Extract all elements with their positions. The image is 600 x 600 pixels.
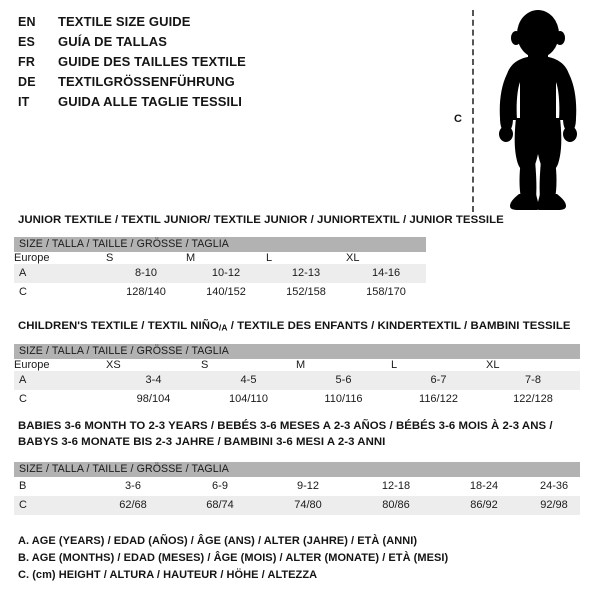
junior-a-s: 8-10 (106, 264, 186, 283)
children-col-xs: XS (106, 359, 201, 371)
language-row-en: EN TEXTILE SIZE GUIDE (18, 14, 438, 34)
children-row-label-c: C (14, 390, 106, 409)
table-row: A 8-10 10-12 12-13 14-16 (14, 264, 427, 283)
children-col-xl: XL (486, 359, 581, 371)
legend-line-a: A. AGE (YEARS) / EDAD (AÑOS) / ÂGE (ANS)… (18, 535, 418, 547)
junior-c-s: 128/140 (106, 283, 186, 302)
junior-c-m: 140/152 (186, 283, 266, 302)
size-illustration: C (440, 8, 590, 213)
measurement-legend: A. AGE (YEARS) / EDAD (AÑOS) / ÂGE (ANS)… (18, 533, 538, 584)
babies-b-9-12: 9-12 (264, 477, 352, 496)
babies-section-heading: BABIES 3-6 MONTH TO 2-3 YEARS / BEBÉS 3-… (18, 420, 553, 448)
babies-c-18-24: 86/92 (440, 496, 528, 515)
children-c-l: 116/122 (391, 390, 486, 409)
language-row-fr: FR GUIDE DES TAILLES TEXTILE (18, 54, 438, 74)
table-row: B 3-6 6-9 9-12 12-18 18-24 24-36 (14, 477, 581, 496)
children-section-heading: CHILDREN'S TEXTILE / TEXTIL NIÑO/A / TEX… (18, 320, 571, 333)
junior-bar-label: SIZE / TALLA / TAILLE / GRÖSSE / TAGLIA (14, 237, 427, 252)
babies-row-label-b: B (14, 477, 90, 496)
babies-c-3-6: 62/68 (90, 496, 176, 515)
language-title: TEXTILGRÖSSENFÜHRUNG (58, 74, 235, 89)
legend-line-c: C. (cm) HEIGHT / ALTURA / HAUTEUR / HÖHE… (18, 569, 318, 581)
babies-b-3-6: 3-6 (90, 477, 176, 496)
toddler-silhouette-icon (499, 10, 577, 210)
children-c-m: 110/116 (296, 390, 391, 409)
junior-size-table: SIZE / TALLA / TAILLE / GRÖSSE / TAGLIA … (14, 237, 427, 302)
junior-col-xl: XL (346, 252, 427, 264)
language-title: GUIDA ALLE TAGLIE TESSILI (58, 94, 243, 109)
language-code: FR (18, 55, 36, 69)
junior-a-m: 10-12 (186, 264, 266, 283)
language-title-block: EN TEXTILE SIZE GUIDE ES GUÍA DE TALLAS … (18, 14, 438, 114)
babies-b-24-36: 24-36 (528, 477, 581, 496)
children-c-s: 104/110 (201, 390, 296, 409)
junior-column-header-row: Europe S M L XL (14, 252, 427, 264)
children-col-s: S (201, 359, 296, 371)
babies-c-12-18: 80/86 (352, 496, 440, 515)
junior-row-label-a: A (14, 264, 106, 283)
children-size-table: SIZE / TALLA / TAILLE / GRÖSSE / TAGLIA … (14, 344, 581, 409)
children-heading-post: / TEXTILE DES ENFANTS / KINDERTEXTIL / B… (227, 320, 571, 332)
babies-row-label-c: C (14, 496, 90, 515)
language-row-de: DE TEXTILGRÖSSENFÜHRUNG (18, 74, 438, 94)
babies-heading-line2: BABYS 3-6 MONATE BIS 2-3 JAHRE / BAMBINI… (18, 436, 386, 448)
babies-size-table: SIZE / TALLA / TAILLE / GRÖSSE / TAGLIA … (14, 462, 581, 515)
table-row: C 62/68 68/74 74/80 80/86 86/92 92/98 (14, 496, 581, 515)
language-title: GUIDE DES TAILLES TEXTILE (58, 54, 246, 69)
babies-c-6-9: 68/74 (176, 496, 264, 515)
language-code: IT (18, 95, 30, 109)
children-c-xs: 98/104 (106, 390, 201, 409)
babies-c-9-12: 74/80 (264, 496, 352, 515)
children-a-l: 6-7 (391, 371, 486, 390)
junior-row-label-c: C (14, 283, 106, 302)
table-row: C 128/140 140/152 152/158 158/170 (14, 283, 427, 302)
junior-a-l: 12-13 (266, 264, 346, 283)
children-c-xl: 122/128 (486, 390, 581, 409)
children-a-xl: 7-8 (486, 371, 581, 390)
children-a-xs: 3-4 (106, 371, 201, 390)
babies-table-bar: SIZE / TALLA / TAILLE / GRÖSSE / TAGLIA (14, 462, 581, 477)
babies-heading-line1: BABIES 3-6 MONTH TO 2-3 YEARS / BEBÉS 3-… (18, 420, 553, 432)
junior-table-bar: SIZE / TALLA / TAILLE / GRÖSSE / TAGLIA (14, 237, 427, 252)
language-code: EN (18, 15, 36, 29)
children-bar-label: SIZE / TALLA / TAILLE / GRÖSSE / TAGLIA (14, 344, 581, 359)
babies-b-18-24: 18-24 (440, 477, 528, 496)
children-row-label-a: A (14, 371, 106, 390)
children-column-header-row: Europe XS S M L XL (14, 359, 581, 371)
junior-col-s: S (106, 252, 186, 264)
children-col-l: L (391, 359, 486, 371)
children-col-europe: Europe (14, 359, 106, 371)
language-code: ES (18, 35, 36, 49)
children-a-s: 4-5 (201, 371, 296, 390)
babies-bar-label: SIZE / TALLA / TAILLE / GRÖSSE / TAGLIA (14, 462, 581, 477)
junior-col-europe: Europe (14, 252, 106, 264)
babies-b-12-18: 12-18 (352, 477, 440, 496)
junior-c-xl: 158/170 (346, 283, 427, 302)
children-a-m: 5-6 (296, 371, 391, 390)
height-dashed-line-icon (472, 10, 474, 212)
language-title: GUÍA DE TALLAS (58, 34, 168, 49)
table-row: A 3-4 4-5 5-6 6-7 7-8 (14, 371, 581, 390)
height-marker-label: C (454, 113, 462, 125)
children-col-m: M (296, 359, 391, 371)
junior-c-l: 152/158 (266, 283, 346, 302)
junior-section-heading: JUNIOR TEXTILE / TEXTIL JUNIOR/ TEXTILE … (18, 214, 504, 226)
language-row-es: ES GUÍA DE TALLAS (18, 34, 438, 54)
children-heading-pre: CHILDREN'S TEXTILE / TEXTIL NIÑO (18, 320, 219, 332)
language-title: TEXTILE SIZE GUIDE (58, 14, 191, 29)
babies-c-24-36: 92/98 (528, 496, 581, 515)
junior-col-l: L (266, 252, 346, 264)
language-code: DE (18, 75, 36, 89)
legend-line-b: B. AGE (MONTHS) / EDAD (MESES) / ÂGE (MO… (18, 552, 449, 564)
junior-a-xl: 14-16 (346, 264, 427, 283)
babies-b-6-9: 6-9 (176, 477, 264, 496)
junior-col-m: M (186, 252, 266, 264)
language-row-it: IT GUIDA ALLE TAGLIE TESSILI (18, 94, 438, 114)
children-table-bar: SIZE / TALLA / TAILLE / GRÖSSE / TAGLIA (14, 344, 581, 359)
children-heading-sub: /A (218, 322, 228, 333)
table-row: C 98/104 104/110 110/116 116/122 122/128 (14, 390, 581, 409)
